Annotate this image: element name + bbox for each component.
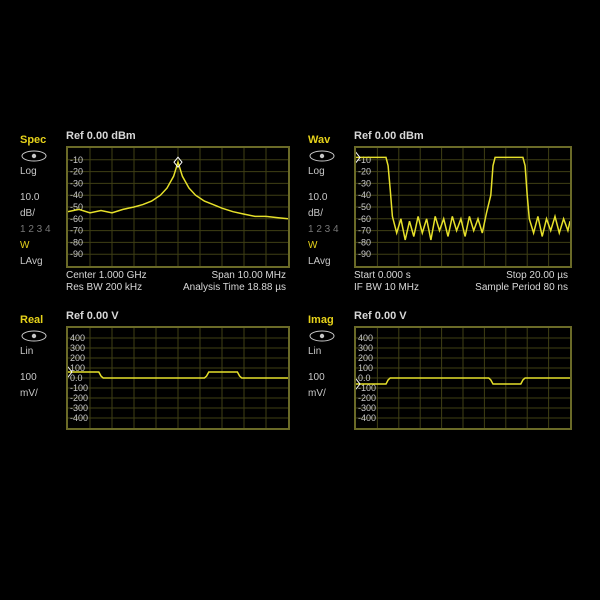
panel-name-label: Imag (308, 314, 354, 326)
svg-text:-300: -300 (70, 403, 88, 413)
plot-area[interactable]: -10-20-30-40-50-60-70-80-90 (66, 146, 290, 268)
svg-text:400: 400 (70, 333, 85, 343)
svg-text:200: 200 (358, 353, 373, 363)
svg-text:100: 100 (358, 363, 373, 373)
svg-text:-300: -300 (358, 403, 376, 413)
analyzer-screen: { "layout":{ "panels":{ "spec":{"x":20,"… (0, 0, 600, 600)
panel-name-label: Real (20, 314, 66, 326)
annotation-row-1: Center 1.000 GHz Span 10.00 MHz (66, 270, 286, 281)
side-label: 1 2 3 4 (308, 224, 354, 236)
eye-icon (20, 150, 66, 162)
side-label: dB/ (20, 208, 66, 220)
side-label: 10.0 (20, 192, 66, 204)
svg-text:-100: -100 (70, 383, 88, 393)
panel-spectrum: Spec Log 10.0 dB/1 2 3 4 W LAvg Ref 0.00 dBm -1… (20, 130, 300, 300)
panel-name-label: Wav (308, 134, 354, 146)
svg-text:200: 200 (70, 353, 85, 363)
svg-text:-50: -50 (358, 202, 371, 212)
eye-icon (308, 150, 354, 162)
panel-imag: ImagLin100mV/Ref 0.00 V4003002001000.0-1… (308, 310, 580, 460)
side-label: mV/ (20, 388, 66, 400)
svg-text:-400: -400 (70, 413, 88, 423)
ref-level-label: Ref 0.00 V (354, 310, 407, 322)
side-label: 1 2 3 4 (20, 224, 66, 236)
panel-sidebar: Wav Log 10.0 dB/1 2 3 4 W LAvg (308, 130, 354, 300)
svg-text:-200: -200 (358, 393, 376, 403)
annot2-left: Res BW 200 kHz (66, 282, 142, 293)
svg-text:-90: -90 (70, 249, 83, 259)
side-label: 100 (20, 372, 66, 384)
svg-text:0.0: 0.0 (358, 373, 371, 383)
svg-text:-30: -30 (358, 178, 371, 188)
annot2-right: Sample Period 80 ns (475, 282, 568, 293)
annotation-row-2: Res BW 200 kHz Analysis Time 18.88 µs (66, 282, 286, 293)
svg-text:-80: -80 (70, 237, 83, 247)
panel-sidebar: Imag Lin 100 mV/ (308, 310, 354, 460)
svg-text:300: 300 (358, 343, 373, 353)
panel-sidebar: Spec Log 10.0 dB/1 2 3 4 W LAvg (20, 130, 66, 300)
side-label: 100 (308, 372, 354, 384)
annot-right: Span 10.00 MHz (212, 270, 287, 281)
annot2-right: Analysis Time 18.88 µs (183, 282, 286, 293)
svg-text:-400: -400 (358, 413, 376, 423)
svg-text:400: 400 (358, 333, 373, 343)
side-label: W (308, 240, 354, 252)
svg-text:-60: -60 (358, 214, 371, 224)
plot-area[interactable]: 4003002001000.0-100-200-300-400 (66, 326, 290, 430)
svg-text:-20: -20 (358, 167, 371, 177)
svg-text:-60: -60 (70, 214, 83, 224)
ref-level-label: Ref 0.00 V (66, 310, 119, 322)
svg-text:-90: -90 (358, 249, 371, 259)
ref-level-label: Ref 0.00 dBm (354, 130, 424, 142)
side-label: Log (20, 166, 66, 178)
annot-right: Stop 20.00 µs (506, 270, 568, 281)
svg-text:-30: -30 (70, 178, 83, 188)
side-label: LAvg (308, 256, 354, 268)
side-label: 10.0 (308, 192, 354, 204)
side-label: Lin (308, 346, 354, 358)
annot-left: Center 1.000 GHz (66, 270, 147, 281)
eye-icon (308, 330, 354, 342)
svg-text:-70: -70 (70, 226, 83, 236)
svg-text:-10: -10 (70, 155, 83, 165)
svg-text:-40: -40 (358, 190, 371, 200)
plot-area[interactable]: -10 -20-30 -40 -50 -60 -70-80 -90 (354, 146, 572, 268)
svg-text:-70: -70 (358, 226, 371, 236)
annot2-left: IF BW 10 MHz (354, 282, 419, 293)
annotation-row-2: IF BW 10 MHz Sample Period 80 ns (354, 282, 568, 293)
annotation-row-1: Start 0.000 s Stop 20.00 µs (354, 270, 568, 281)
ref-level-label: Ref 0.00 dBm (66, 130, 136, 142)
svg-text:-200: -200 (70, 393, 88, 403)
plot-area[interactable]: 4003002001000.0-100-200-300-400 (354, 326, 572, 430)
panel-name-label: Spec (20, 134, 66, 146)
svg-text:-10: -10 (358, 155, 371, 165)
svg-text:-40: -40 (70, 190, 83, 200)
side-label: LAvg (20, 256, 66, 268)
side-label: dB/ (308, 208, 354, 220)
side-label: W (20, 240, 66, 252)
svg-text:0.0: 0.0 (70, 373, 83, 383)
panel-waveform: Wav Log 10.0 dB/1 2 3 4 W LAvg Ref 0.00 dBm -10… (308, 130, 580, 300)
panel-sidebar: Real Lin 100 mV/ (20, 310, 66, 460)
annot-left: Start 0.000 s (354, 270, 411, 281)
svg-text:-80: -80 (358, 237, 371, 247)
side-label: Lin (20, 346, 66, 358)
side-label: Log (308, 166, 354, 178)
eye-icon (20, 330, 66, 342)
side-label: mV/ (308, 388, 354, 400)
panel-real: Real Lin 100 mV/Ref 0.00 V 400300200 100 0.0-1… (20, 310, 300, 460)
svg-text:-20: -20 (70, 167, 83, 177)
svg-text:300: 300 (70, 343, 85, 353)
